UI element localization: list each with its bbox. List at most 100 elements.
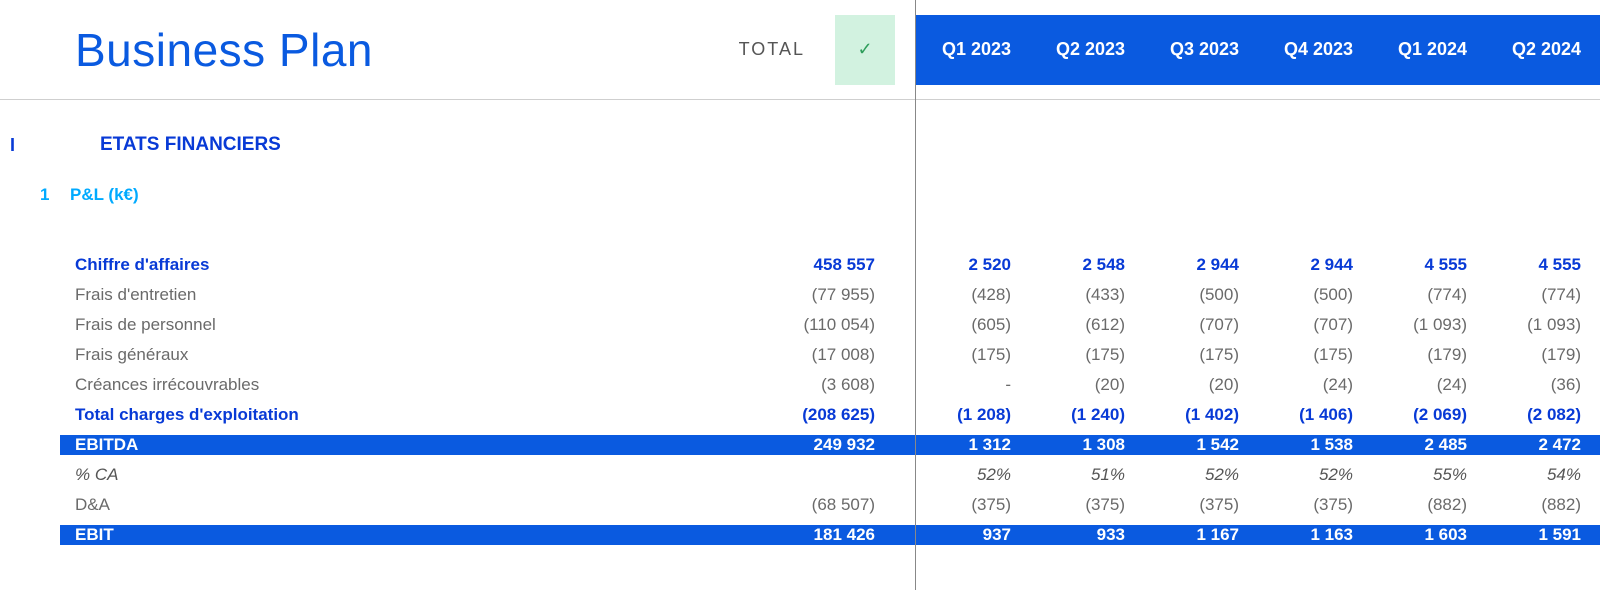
cell: (500) [1257,285,1371,305]
cell: 1 591 [1485,525,1599,545]
cell: (428) [915,285,1029,305]
row-label: Chiffre d'affaires [75,255,209,275]
cell: (175) [1029,345,1143,365]
section-title: ETATS FINANCIERS [100,134,281,156]
page: Business Plan TOTAL ✓ I ETATS FINANCIERS… [0,0,1600,590]
table-row: Frais d'entretien (77 955) [0,280,915,310]
quarter-header: Q3 2023 [1143,39,1257,60]
cell: 4 555 [1371,255,1485,275]
row-total: 181 426 [735,525,915,545]
cell: (2 069) [1371,405,1485,425]
table-row: Frais généraux (17 008) [0,340,915,370]
cell: (707) [1257,315,1371,335]
body-right: 2 5202 5482 9442 9444 5554 555 (428)(433)… [915,100,1600,550]
cell: (612) [1029,315,1143,335]
cell: (433) [1029,285,1143,305]
row-label: EBITDA [75,435,138,455]
cell: (24) [1371,375,1485,395]
cell: (774) [1485,285,1599,305]
page-title: Business Plan [75,23,373,77]
row-total: (77 955) [735,285,915,305]
quarters-header: Q1 2023Q2 2023Q3 2023Q4 2023Q1 2024Q2 20… [915,15,1600,85]
row-total: (110 054) [735,315,915,335]
table-row: (1 208)(1 240)(1 402)(1 406)(2 069)(2 08… [915,400,1600,430]
cell: (1 240) [1029,405,1143,425]
cell: (375) [1029,495,1143,515]
table-row: 1 3121 3081 5421 5382 4852 472 [915,430,1600,460]
cell: (175) [1257,345,1371,365]
cell: 55% [1371,465,1485,485]
cell: (20) [1029,375,1143,395]
table-row: 2 5202 5482 9442 9444 5554 555 [915,250,1600,280]
cell: (179) [1371,345,1485,365]
row-label: Créances irrécouvrables [75,375,259,395]
cell: (707) [1143,315,1257,335]
cell: (375) [915,495,1029,515]
table-row: (175)(175)(175)(175)(179)(179) [915,340,1600,370]
cell: 1 603 [1371,525,1485,545]
cell: 2 548 [1029,255,1143,275]
cell: 2 472 [1485,435,1599,455]
table-row: Créances irrécouvrables (3 608) [0,370,915,400]
cell: 4 555 [1485,255,1599,275]
cell: 1 308 [1029,435,1143,455]
cell: (1 093) [1485,315,1599,335]
table-row: (375)(375)(375)(375)(882)(882) [915,490,1600,520]
quarter-header: Q2 2024 [1485,39,1599,60]
row-total: (17 008) [735,345,915,365]
row-label: Frais de personnel [75,315,216,335]
cell: 2 520 [915,255,1029,275]
cell: 51% [1029,465,1143,485]
row-label: % CA [75,465,118,485]
cell: (36) [1485,375,1599,395]
row-total: 458 557 [735,255,915,275]
cell: (1 406) [1257,405,1371,425]
vertical-divider [915,0,916,590]
subsection-number: 1 [40,185,60,205]
cell: - [915,375,1029,395]
total-label: TOTAL [739,39,805,60]
section-number: I [10,135,40,156]
row-total: (68 507) [735,495,915,515]
table-row: Chiffre d'affaires 458 557 [0,250,915,280]
cell: (20) [1143,375,1257,395]
row-label: Frais d'entretien [75,285,196,305]
cell: (175) [915,345,1029,365]
table-row: % CA [0,460,915,490]
cell: 937 [915,525,1029,545]
cell: (882) [1485,495,1599,515]
cell: 52% [1143,465,1257,485]
body-left: I ETATS FINANCIERS 1 P&L (k€) Chiffre d'… [0,100,915,550]
table-row: (605)(612)(707)(707)(1 093)(1 093) [915,310,1600,340]
cell: (179) [1485,345,1599,365]
table-row: EBITDA249 932 [0,430,915,460]
table-row: -(20)(20)(24)(24)(36) [915,370,1600,400]
cell: 2 485 [1371,435,1485,455]
table-row: 9379331 1671 1631 6031 591 [915,520,1600,550]
cell: (1 093) [1371,315,1485,335]
table-row: D&A(68 507) [0,490,915,520]
cell: 933 [1029,525,1143,545]
subsection-heading: 1 P&L (k€) [0,180,915,210]
cell: 1 167 [1143,525,1257,545]
status-check-box: ✓ [835,15,895,85]
cell: 54% [1485,465,1599,485]
cell: 1 538 [1257,435,1371,455]
cell: (774) [1371,285,1485,305]
row-total: (3 608) [735,375,915,395]
row-total: (208 625) [735,405,915,425]
cell: 52% [915,465,1029,485]
quarter-header: Q1 2023 [915,39,1029,60]
left-pane: Business Plan TOTAL ✓ I ETATS FINANCIERS… [0,0,915,590]
quarter-header: Q2 2023 [1029,39,1143,60]
cell: (24) [1257,375,1371,395]
row-label: Total charges d'exploitation [75,405,299,425]
cell: (1 402) [1143,405,1257,425]
row-label: Frais généraux [75,345,188,365]
cell: (1 208) [915,405,1029,425]
cell: (375) [1257,495,1371,515]
cell: 1 163 [1257,525,1371,545]
table-row: EBIT181 426 [0,520,915,550]
quarter-header: Q1 2024 [1371,39,1485,60]
cell: (2 082) [1485,405,1599,425]
